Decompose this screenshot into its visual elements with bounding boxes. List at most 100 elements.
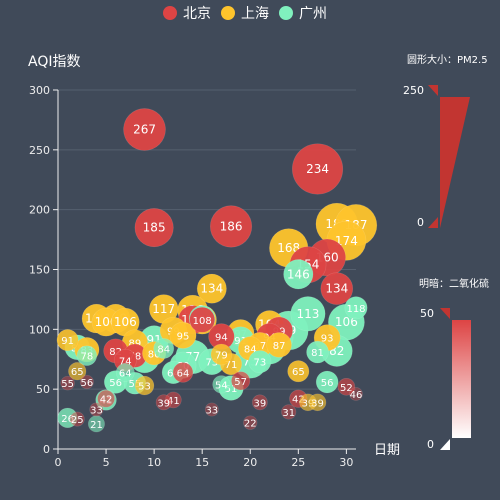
data-point[interactable]: 22 — [243, 415, 258, 430]
data-point[interactable]: 56 — [315, 370, 339, 394]
data-point-marker[interactable] — [169, 321, 197, 349]
data-point[interactable]: 73 — [248, 350, 272, 374]
data-point-marker[interactable] — [292, 143, 344, 195]
visual-map-size-handle-bottom[interactable] — [428, 217, 438, 228]
data-point[interactable]: 91 — [56, 329, 79, 352]
data-point[interactable]: 234 — [292, 143, 344, 195]
data-point[interactable]: 87 — [266, 332, 292, 358]
data-point-marker[interactable] — [115, 362, 135, 382]
data-point-marker[interactable] — [60, 375, 75, 391]
data-point-marker[interactable] — [308, 393, 327, 412]
data-point[interactable]: 78 — [76, 345, 98, 366]
data-point-marker[interactable] — [281, 404, 297, 420]
data-point-marker[interactable] — [248, 350, 272, 374]
data-point-marker[interactable] — [290, 296, 326, 332]
data-point[interactable]: 134 — [196, 273, 227, 304]
data-point[interactable]: 79 — [210, 343, 233, 366]
visual-map-opacity-handle-bottom[interactable] — [440, 439, 450, 450]
data-point[interactable]: 39 — [308, 393, 327, 412]
legend-item[interactable]: 上海 — [221, 6, 269, 22]
legend-label[interactable]: 广州 — [299, 6, 327, 22]
data-point[interactable]: 56 — [79, 374, 94, 390]
data-point[interactable]: 25 — [69, 411, 85, 427]
legend-marker[interactable] — [221, 6, 235, 20]
data-point[interactable]: 26 — [57, 407, 78, 429]
data-point[interactable]: 134 — [320, 272, 354, 305]
legend-marker[interactable] — [163, 6, 177, 20]
data-label: 81 — [311, 348, 324, 359]
data-point[interactable]: 33 — [204, 402, 219, 417]
data-point[interactable]: 42 — [97, 389, 115, 408]
data-point[interactable]: 65 — [68, 362, 87, 381]
data-point[interactable]: 39 — [252, 394, 268, 411]
data-point-marker[interactable] — [57, 407, 78, 429]
data-point[interactable]: 39 — [155, 394, 172, 411]
data-point[interactable]: 113 — [290, 296, 326, 332]
legend-label[interactable]: 上海 — [241, 6, 269, 22]
data-label: 21 — [90, 420, 103, 431]
data-point[interactable]: 106 — [110, 307, 140, 337]
data-point-marker[interactable] — [196, 273, 227, 304]
data-point[interactable]: 84 — [153, 338, 175, 359]
data-point-marker[interactable] — [306, 340, 329, 364]
data-point[interactable]: 57 — [231, 371, 251, 391]
data-point-marker[interactable] — [69, 411, 85, 427]
data-point[interactable]: 267 — [123, 108, 166, 151]
visual-map-opacity-handle-top[interactable] — [440, 308, 450, 319]
data-point-marker[interactable] — [204, 402, 219, 417]
data-point-marker[interactable] — [210, 343, 233, 366]
data-point[interactable]: 33 — [89, 402, 104, 417]
data-point-marker[interactable] — [320, 272, 354, 305]
data-point[interactable]: 95 — [169, 321, 197, 349]
data-point[interactable]: 55 — [60, 375, 75, 391]
data-point-marker[interactable] — [337, 377, 356, 396]
data-point[interactable]: 53 — [134, 375, 155, 396]
data-point[interactable]: 52 — [337, 377, 356, 396]
data-point-marker[interactable] — [349, 387, 363, 401]
data-point-marker[interactable] — [283, 259, 314, 290]
data-point-marker[interactable] — [56, 329, 79, 352]
data-point[interactable]: 64 — [115, 362, 135, 382]
data-point-marker[interactable] — [209, 205, 253, 248]
legend-label[interactable]: 北京 — [183, 6, 211, 22]
data-point[interactable]: 46 — [349, 387, 363, 401]
data-point[interactable]: 54 — [212, 375, 231, 394]
data-point-marker[interactable] — [212, 375, 231, 394]
data-point-marker[interactable] — [97, 389, 115, 408]
data-point[interactable]: 118 — [344, 296, 368, 320]
data-point-marker[interactable] — [155, 394, 172, 411]
data-point[interactable]: 21 — [87, 415, 105, 433]
data-point-marker[interactable] — [231, 371, 251, 391]
data-point-marker[interactable] — [189, 306, 216, 333]
data-point-marker[interactable] — [243, 415, 258, 430]
data-point-marker[interactable] — [252, 394, 268, 411]
data-point[interactable]: 65 — [287, 360, 310, 383]
data-point-marker[interactable] — [87, 415, 105, 433]
data-point-marker[interactable] — [134, 208, 174, 248]
data-point[interactable]: 186 — [209, 205, 253, 248]
data-point-marker[interactable] — [344, 296, 368, 320]
data-point-marker[interactable] — [153, 338, 175, 359]
data-point-marker[interactable] — [76, 345, 98, 366]
data-point[interactable]: 81 — [306, 340, 329, 364]
data-point[interactable]: 108 — [189, 306, 216, 333]
data-point-marker[interactable] — [68, 362, 87, 381]
legend-marker[interactable] — [279, 6, 293, 20]
data-point-marker[interactable] — [315, 370, 339, 394]
data-point[interactable]: 185 — [134, 208, 174, 248]
data-point-marker[interactable] — [134, 375, 155, 396]
visual-map-size-handle-top[interactable] — [428, 85, 438, 96]
data-point-marker[interactable] — [123, 108, 166, 151]
data-point-marker[interactable] — [266, 332, 292, 358]
legend-item[interactable]: 广州 — [279, 6, 327, 22]
legend-item[interactable]: 北京 — [163, 6, 211, 22]
data-point[interactable]: 94 — [208, 323, 235, 350]
data-point-marker[interactable] — [79, 374, 94, 390]
data-point-marker[interactable] — [287, 360, 310, 383]
data-point-marker[interactable] — [172, 362, 194, 383]
data-point[interactable]: 64 — [172, 362, 194, 383]
data-point[interactable]: 31 — [281, 404, 297, 420]
data-point[interactable]: 117 — [149, 294, 179, 324]
data-point[interactable]: 146 — [283, 259, 314, 290]
data-point-marker[interactable] — [89, 402, 104, 417]
